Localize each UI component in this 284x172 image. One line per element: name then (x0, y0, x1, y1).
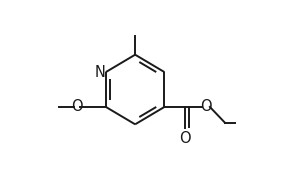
Text: O: O (71, 99, 83, 114)
Text: O: O (179, 131, 191, 146)
Text: O: O (200, 99, 212, 114)
Text: N: N (94, 65, 105, 80)
